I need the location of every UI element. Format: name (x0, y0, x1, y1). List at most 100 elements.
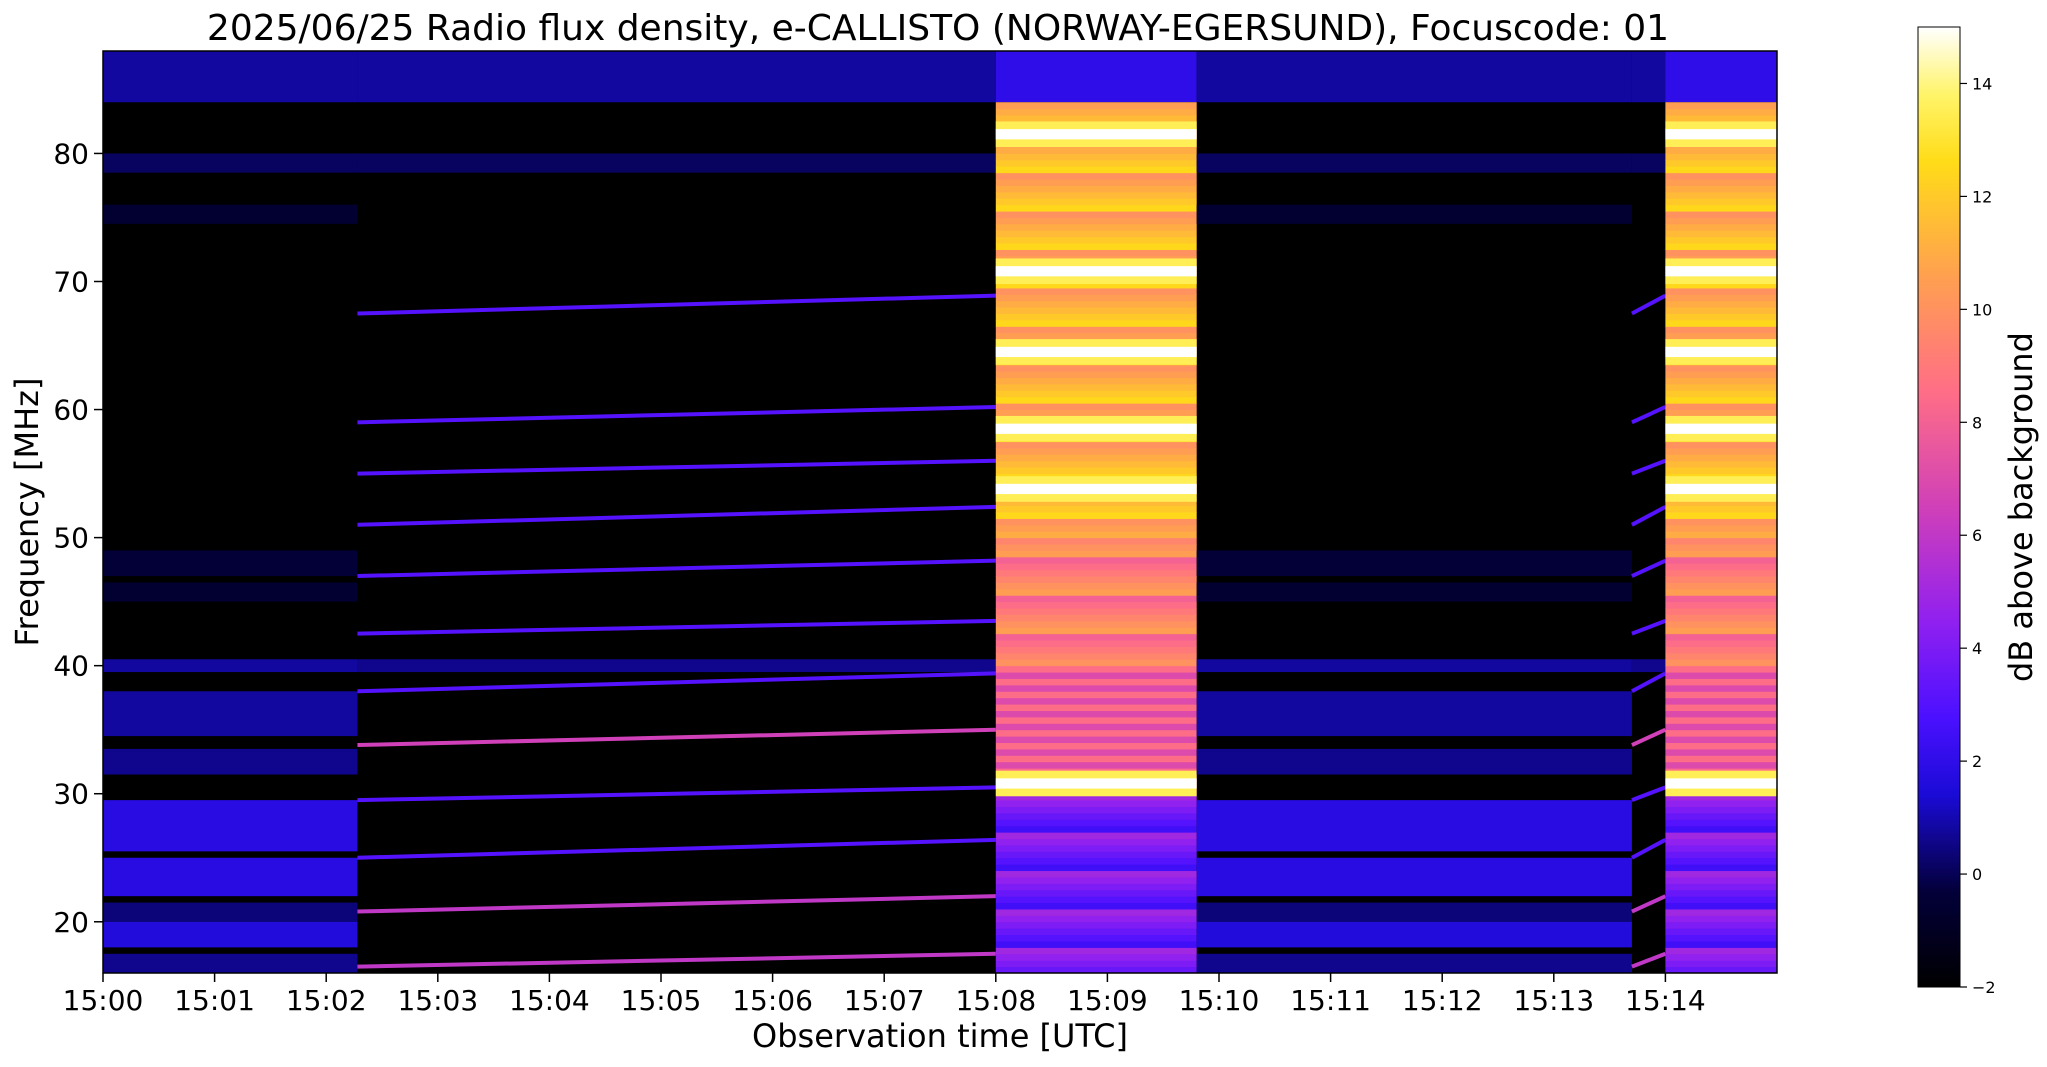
intense-band (1665, 499, 1777, 507)
intense-band (995, 383, 1197, 391)
intense-band (995, 518, 1197, 526)
intense-band (995, 761, 1197, 769)
intense-band (995, 396, 1197, 404)
intense-band (995, 281, 1197, 289)
intense-band (995, 851, 1197, 859)
intense-band (995, 198, 1197, 206)
bright-band-core (995, 778, 1197, 789)
intense-band (995, 838, 1197, 846)
x-tick-label: 15:03 (397, 984, 478, 1017)
intense-band (1665, 326, 1777, 334)
intense-band (1665, 332, 1777, 340)
intense-band (1665, 921, 1777, 929)
intense-band (995, 371, 1197, 379)
background-band (1196, 800, 1632, 852)
segment-background (103, 51, 358, 973)
intense-band (995, 819, 1197, 827)
intense-band (1665, 665, 1777, 673)
drifting-line (357, 894, 996, 914)
intense-band (1665, 710, 1777, 718)
intense-band (1665, 454, 1777, 462)
intense-band (995, 512, 1197, 519)
intense-band (1665, 748, 1777, 756)
intense-band (1665, 364, 1777, 372)
intense-band (995, 236, 1197, 244)
intense-band (1665, 915, 1777, 923)
intense-band (1665, 159, 1777, 167)
intense-band (995, 896, 1197, 904)
intense-band (1665, 838, 1777, 846)
segment-background (1196, 51, 1632, 973)
y-tick-label: 40 (53, 650, 89, 683)
intense-band (1665, 928, 1777, 936)
intense-band (1665, 960, 1777, 968)
colorbar-label: dB above background (2002, 332, 2040, 682)
intense-band (1665, 684, 1777, 692)
intense-band (1665, 704, 1777, 711)
intense-band (995, 447, 1197, 455)
intense-band (1665, 825, 1777, 833)
colorbar-tick-label: 2 (1972, 752, 1982, 771)
intense-band (995, 409, 1197, 417)
colorbar-tick-label: 4 (1972, 639, 1982, 658)
intense-band (995, 172, 1197, 180)
colorbar-tick-label: 12 (1972, 187, 1992, 206)
intense-band (1665, 396, 1777, 404)
intense-band (995, 230, 1197, 238)
intense-band (995, 544, 1197, 551)
intense-band (1665, 230, 1777, 238)
intense-band (995, 646, 1197, 654)
colorbar-tick-label: 8 (1972, 413, 1982, 432)
colorbar-tick-label: 0 (1972, 865, 1982, 884)
intense-band (1665, 409, 1777, 417)
intense-band (1665, 736, 1777, 743)
intense-band (995, 742, 1197, 750)
background-band (1196, 691, 1632, 737)
intense-band (1665, 569, 1777, 577)
drifting-line (1631, 405, 1667, 425)
intense-band (995, 934, 1197, 942)
intense-band (1665, 576, 1777, 583)
background-band (1196, 153, 1632, 173)
intense-band (1665, 211, 1777, 218)
intense-band (1665, 147, 1777, 154)
intense-band (1665, 620, 1777, 628)
intense-band (995, 902, 1197, 910)
intense-band (995, 921, 1197, 929)
intense-band (995, 825, 1197, 833)
colorbar-tick-label: 6 (1972, 526, 1982, 545)
intense-band (1665, 908, 1777, 916)
intense-band (995, 806, 1197, 814)
intense-band (1665, 672, 1777, 679)
drifting-line (357, 458, 996, 476)
intense-band (995, 441, 1197, 449)
x-tick-label: 15:04 (509, 984, 590, 1017)
intense-band (995, 108, 1197, 116)
intense-band (1665, 902, 1777, 910)
x-tick-label: 15:12 (1402, 984, 1483, 1017)
intense-band (995, 800, 1197, 808)
drifting-line (357, 671, 996, 694)
y-tick-label: 20 (53, 906, 89, 939)
intense-band (995, 928, 1197, 936)
intense-band (995, 390, 1197, 398)
intense-band (1665, 531, 1777, 539)
x-tick-label: 15:02 (286, 984, 367, 1017)
drifting-line (357, 951, 996, 969)
x-tick-label: 15:07 (844, 984, 925, 1017)
intense-band (1665, 966, 1777, 973)
intense-band (1665, 889, 1777, 897)
segment-intense (995, 51, 1197, 973)
bright-band-core (1665, 778, 1777, 789)
colorbar-ticks: −2 0 2 4 6 8 10 12 14 (1960, 74, 1996, 997)
intense-band (995, 953, 1197, 961)
background-band (1196, 659, 1632, 673)
intense-band (995, 217, 1197, 225)
intense-band (1665, 761, 1777, 769)
background-band (103, 153, 358, 173)
intense-band (995, 191, 1197, 199)
intense-band (995, 627, 1197, 635)
background-band (1631, 659, 1666, 673)
intense-band (995, 652, 1197, 660)
intense-band (995, 326, 1197, 334)
